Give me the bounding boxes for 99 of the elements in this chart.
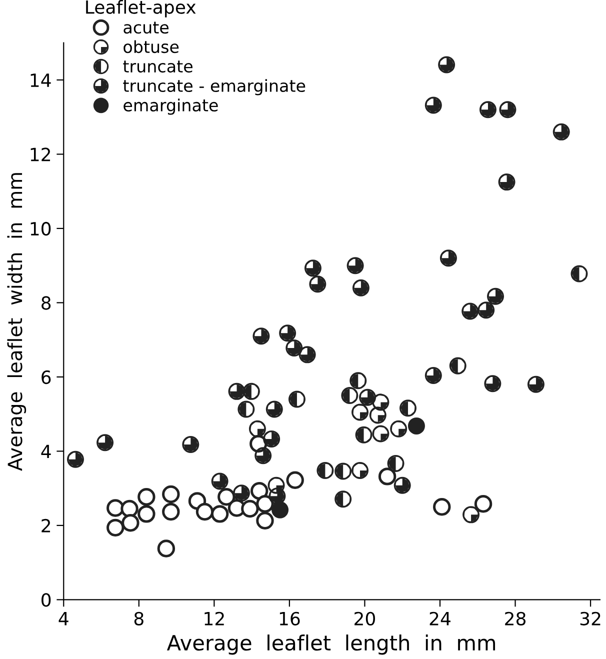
legend-label: emarginate	[124, 98, 218, 115]
x-tick-label: 24	[430, 612, 450, 626]
point	[120, 500, 138, 518]
legend-label: acute	[124, 22, 169, 34]
point	[256, 495, 274, 513]
point	[438, 56, 456, 74]
point	[309, 276, 326, 293]
point	[248, 420, 266, 438]
x-tick-label: 8	[134, 612, 144, 626]
point	[162, 485, 180, 504]
point	[106, 499, 124, 517]
point	[263, 430, 280, 448]
x-tick-label: 4	[58, 612, 68, 626]
point	[359, 388, 376, 406]
point	[157, 540, 176, 558]
point	[138, 505, 156, 523]
point	[478, 302, 495, 319]
y-tick-label: 12	[30, 148, 50, 162]
legend-title: Leaflet-apex	[86, 0, 196, 18]
point	[228, 382, 246, 400]
y-tick-label: 8	[42, 296, 51, 310]
x-tick-label: 20	[354, 612, 376, 626]
point	[355, 426, 372, 444]
y-tick-label: 14	[30, 74, 51, 87]
point	[474, 495, 492, 513]
point	[241, 500, 259, 518]
point	[378, 468, 396, 486]
point	[256, 512, 274, 530]
point	[352, 279, 370, 296]
y-tick-label: 6	[42, 370, 51, 384]
point	[484, 375, 502, 392]
point	[387, 454, 404, 472]
x-tick-label: 12	[204, 612, 224, 626]
point	[272, 501, 289, 518]
point	[298, 346, 316, 364]
legend-label: truncate	[123, 60, 192, 73]
point	[254, 447, 272, 464]
point	[334, 462, 352, 480]
point	[286, 471, 304, 490]
point	[66, 450, 84, 468]
y-tick-label: 2	[42, 518, 50, 532]
point	[486, 288, 504, 305]
point	[350, 372, 367, 390]
point	[462, 302, 479, 320]
y-tick-label: 10	[30, 222, 51, 236]
point	[242, 382, 260, 400]
point	[449, 357, 466, 374]
point	[238, 400, 255, 418]
point	[182, 436, 200, 454]
point	[424, 96, 442, 114]
point	[552, 123, 570, 140]
y-axis-title: Average leaflet width in mm	[7, 173, 26, 471]
point	[369, 406, 386, 424]
point	[499, 101, 516, 118]
point	[252, 328, 270, 345]
y-tick-label: 4	[41, 444, 51, 458]
legend-label: obtuse	[124, 40, 179, 54]
point	[527, 376, 544, 393]
point	[570, 265, 588, 282]
point	[162, 502, 180, 521]
point	[316, 462, 334, 480]
legend-label: truncate - emarginate	[123, 79, 306, 96]
point	[334, 490, 352, 508]
point	[286, 339, 303, 356]
point	[250, 482, 268, 500]
point	[433, 498, 451, 516]
point	[440, 250, 457, 267]
point	[479, 101, 496, 118]
point	[352, 462, 369, 480]
point	[390, 420, 408, 438]
point	[408, 417, 425, 434]
point	[122, 514, 140, 532]
y-tick-label: 0	[42, 593, 51, 607]
point	[424, 366, 442, 384]
point	[399, 400, 416, 417]
point	[196, 502, 214, 521]
point	[372, 425, 390, 442]
point	[352, 404, 369, 421]
point	[288, 390, 306, 408]
point	[232, 484, 250, 502]
x-tick-label: 16	[280, 612, 300, 626]
point	[341, 387, 358, 404]
point	[394, 476, 411, 494]
point	[266, 400, 283, 418]
x-tick-label: 32	[580, 612, 600, 626]
point	[304, 260, 322, 277]
x-tick-label: 28	[505, 612, 526, 626]
point	[138, 488, 156, 506]
point	[96, 434, 114, 452]
point	[498, 174, 516, 191]
point	[106, 518, 124, 537]
x-axis-title: Average leaflet length in mm	[166, 634, 496, 655]
point	[211, 472, 228, 490]
point	[346, 257, 364, 274]
point	[268, 488, 286, 505]
point	[279, 324, 296, 342]
point	[210, 505, 229, 523]
point	[462, 506, 480, 524]
point	[218, 488, 236, 506]
